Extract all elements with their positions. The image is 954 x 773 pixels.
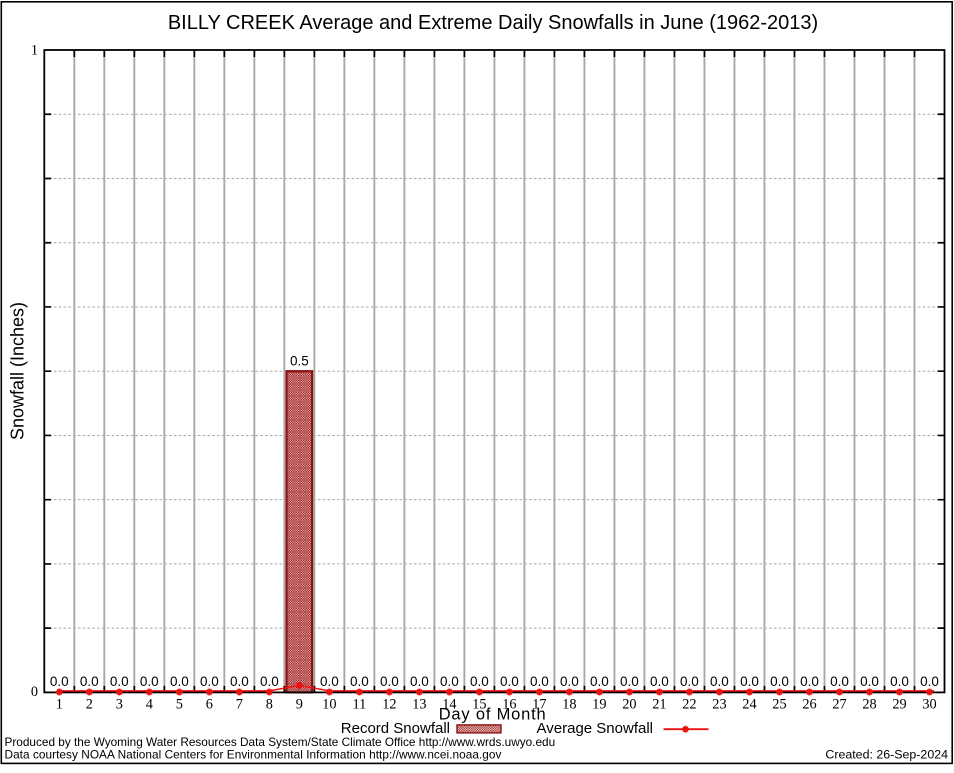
svg-text:Record Snowfall: Record Snowfall: [341, 720, 450, 737]
svg-text:0.0: 0.0: [740, 674, 759, 689]
svg-text:0.0: 0.0: [320, 674, 339, 689]
svg-text:0.0: 0.0: [50, 674, 69, 689]
svg-text:8: 8: [266, 696, 273, 712]
svg-text:5: 5: [176, 696, 183, 712]
svg-text:BILLY CREEK Average and Extrem: BILLY CREEK Average and Extreme Daily Sn…: [168, 12, 818, 34]
svg-text:0.0: 0.0: [350, 674, 369, 689]
svg-text:0.0: 0.0: [530, 674, 549, 689]
svg-text:22: 22: [682, 696, 696, 712]
svg-text:1: 1: [31, 43, 38, 59]
svg-text:16: 16: [502, 696, 516, 712]
svg-text:29: 29: [892, 696, 906, 712]
svg-text:15: 15: [472, 696, 486, 712]
svg-text:20: 20: [622, 696, 636, 712]
svg-text:0.0: 0.0: [800, 674, 819, 689]
svg-text:0.0: 0.0: [560, 674, 579, 689]
svg-text:0.0: 0.0: [230, 674, 249, 689]
svg-text:0.0: 0.0: [470, 674, 489, 689]
svg-text:Snowfall (Inches): Snowfall (Inches): [8, 302, 28, 440]
svg-text:0.0: 0.0: [440, 674, 459, 689]
svg-text:0: 0: [31, 684, 38, 700]
svg-text:9: 9: [296, 696, 303, 712]
svg-text:0.0: 0.0: [860, 674, 879, 689]
svg-text:0.0: 0.0: [410, 674, 429, 689]
svg-text:Average Snowfall: Average Snowfall: [537, 720, 653, 737]
svg-text:0.0: 0.0: [680, 674, 699, 689]
svg-text:17: 17: [532, 696, 546, 712]
svg-text:Created: 26-Sep-2024: Created: 26-Sep-2024: [825, 748, 948, 762]
svg-text:0.0: 0.0: [200, 674, 219, 689]
svg-text:10: 10: [322, 696, 336, 712]
svg-text:0.0: 0.0: [890, 674, 909, 689]
svg-text:11: 11: [352, 696, 366, 712]
svg-text:14: 14: [442, 696, 456, 712]
svg-text:21: 21: [652, 696, 666, 712]
svg-text:0.0: 0.0: [260, 674, 279, 689]
svg-text:3: 3: [116, 696, 123, 712]
svg-text:27: 27: [832, 696, 846, 712]
svg-text:30: 30: [922, 696, 936, 712]
svg-text:0.0: 0.0: [80, 674, 99, 689]
svg-text:0.0: 0.0: [650, 674, 669, 689]
svg-text:0.5: 0.5: [290, 354, 309, 369]
svg-text:13: 13: [412, 696, 426, 712]
svg-text:0.0: 0.0: [620, 674, 639, 689]
svg-text:0.0: 0.0: [380, 674, 399, 689]
svg-text:24: 24: [742, 696, 756, 712]
svg-text:23: 23: [712, 696, 726, 712]
svg-text:0.0: 0.0: [170, 674, 189, 689]
svg-text:0.0: 0.0: [140, 674, 159, 689]
svg-text:7: 7: [236, 696, 243, 712]
svg-text:26: 26: [802, 696, 816, 712]
svg-text:2: 2: [86, 696, 93, 712]
svg-text:19: 19: [592, 696, 606, 712]
svg-text:Produced by the Wyoming Water: Produced by the Wyoming Water Resources …: [5, 735, 556, 749]
svg-text:12: 12: [382, 696, 396, 712]
svg-text:18: 18: [562, 696, 576, 712]
svg-text:4: 4: [146, 696, 153, 712]
svg-text:0.0: 0.0: [830, 674, 849, 689]
svg-text:6: 6: [206, 696, 213, 712]
svg-text:0.0: 0.0: [110, 674, 129, 689]
svg-text:Day of Month: Day of Month: [439, 706, 547, 724]
svg-text:28: 28: [862, 696, 876, 712]
svg-text:25: 25: [772, 696, 786, 712]
svg-text:0.0: 0.0: [590, 674, 609, 689]
svg-text:0.0: 0.0: [710, 674, 729, 689]
svg-text:0.0: 0.0: [920, 674, 939, 689]
svg-text:0.0: 0.0: [770, 674, 789, 689]
svg-text:0.0: 0.0: [500, 674, 519, 689]
svg-text:1: 1: [56, 696, 63, 712]
svg-text:Data courtesy NOAA National Ce: Data courtesy NOAA National Centers for …: [5, 748, 502, 762]
